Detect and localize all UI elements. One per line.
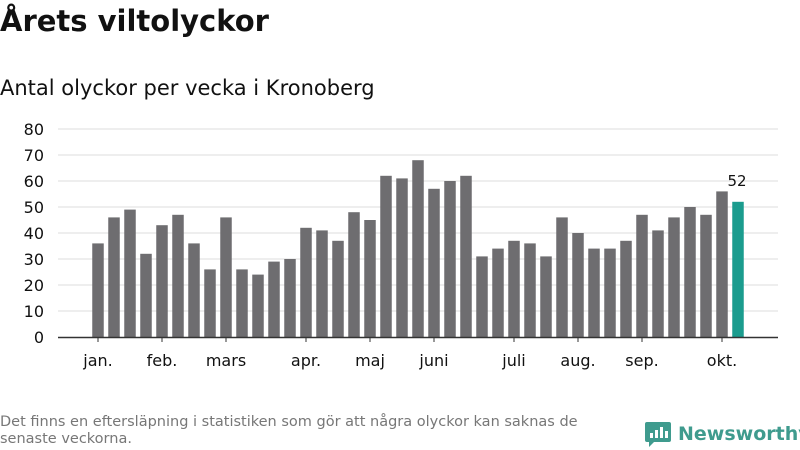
bar-week-34 [620, 240, 632, 337]
bar-week-31 [572, 233, 584, 337]
bar-week-35 [636, 214, 648, 337]
bar-week-6 [172, 214, 184, 337]
chart-title: Årets viltolyckor [0, 4, 269, 38]
x-month-label: maj [355, 351, 385, 370]
data-labels: 52 [727, 172, 746, 190]
bar-week-23 [444, 181, 456, 337]
y-tick-label-70: 70 [24, 146, 44, 165]
bar-week-20 [396, 178, 408, 337]
footnote: Det finns en eftersläpning i statistiken… [0, 414, 578, 447]
bar-week-7 [188, 243, 200, 337]
bar-week-27 [508, 240, 520, 337]
x-month-label: aug. [560, 351, 595, 370]
bar-week-10 [236, 269, 248, 337]
bar-week-16 [332, 240, 344, 337]
bar-week-11 [252, 274, 264, 337]
bar-chart: 0 10 20 30 40 50 60 70 80 jan. feb. mars apr. maj jun… [24, 120, 778, 370]
bar-week-9 [220, 217, 232, 337]
bar-week-38 [684, 207, 696, 337]
bar-week-33 [604, 248, 616, 337]
x-axis-month-labels: jan. feb. mars apr. maj juni juli aug. sep. okt. [82, 337, 737, 370]
bar-week-14 [300, 227, 312, 337]
brand-name: Newsworthy [678, 423, 800, 445]
bar-week-28 [524, 243, 536, 337]
bar-week-13 [284, 259, 296, 337]
y-tick-label-80: 80 [24, 120, 44, 139]
bar-week-40 [716, 191, 728, 337]
x-month-label: sep. [625, 351, 658, 370]
brand-logo: Newsworthy [644, 419, 800, 449]
bar-week-3 [124, 209, 136, 337]
bar-week-5 [156, 225, 168, 337]
x-month-label: mars [206, 351, 246, 370]
x-month-label: feb. [147, 351, 178, 370]
y-tick-label-50: 50 [24, 198, 44, 217]
bar-week-4 [140, 253, 152, 337]
bars [92, 160, 744, 337]
x-month-label: juni [418, 351, 448, 370]
bar-week-37 [668, 217, 680, 337]
newsworthy-logo-icon [645, 422, 671, 447]
bar-week-15 [316, 230, 328, 337]
bar-week-8 [204, 269, 216, 337]
bar-week-1 [92, 243, 104, 337]
bar-week-39 [700, 214, 712, 337]
bar-week-2 [108, 217, 120, 337]
bar-week-26 [492, 248, 504, 337]
x-month-label: apr. [291, 351, 321, 370]
x-month-label: okt. [707, 351, 737, 370]
y-tick-label-10: 10 [24, 302, 44, 321]
y-tick-label-30: 30 [24, 250, 44, 269]
bar-week-41 [732, 201, 744, 337]
bar-week-36 [652, 230, 664, 337]
bar-week-21 [412, 160, 424, 337]
bar-week-30 [556, 217, 568, 337]
y-tick-label-20: 20 [24, 276, 44, 295]
bar-week-32 [588, 248, 600, 337]
bar-week-12 [268, 261, 280, 337]
y-axis-ticks: 0 10 20 30 40 50 60 70 80 [24, 120, 44, 347]
y-tick-label-40: 40 [24, 224, 44, 243]
y-tick-label-0: 0 [34, 328, 44, 347]
bar-week-19 [380, 175, 392, 337]
x-month-label: juli [501, 351, 525, 370]
bar-week-17 [348, 212, 360, 337]
bar-week-24 [460, 175, 472, 337]
bar-week-25 [476, 256, 488, 337]
bar-week-22 [428, 188, 440, 337]
y-tick-label-60: 60 [24, 172, 44, 191]
x-month-label: jan. [82, 351, 112, 370]
bar-week-29 [540, 256, 552, 337]
chart-subtitle: Antal olyckor per vecka i Kronoberg [0, 76, 375, 100]
bar-week-18 [364, 220, 376, 337]
data-label-last-week: 52 [727, 172, 746, 190]
